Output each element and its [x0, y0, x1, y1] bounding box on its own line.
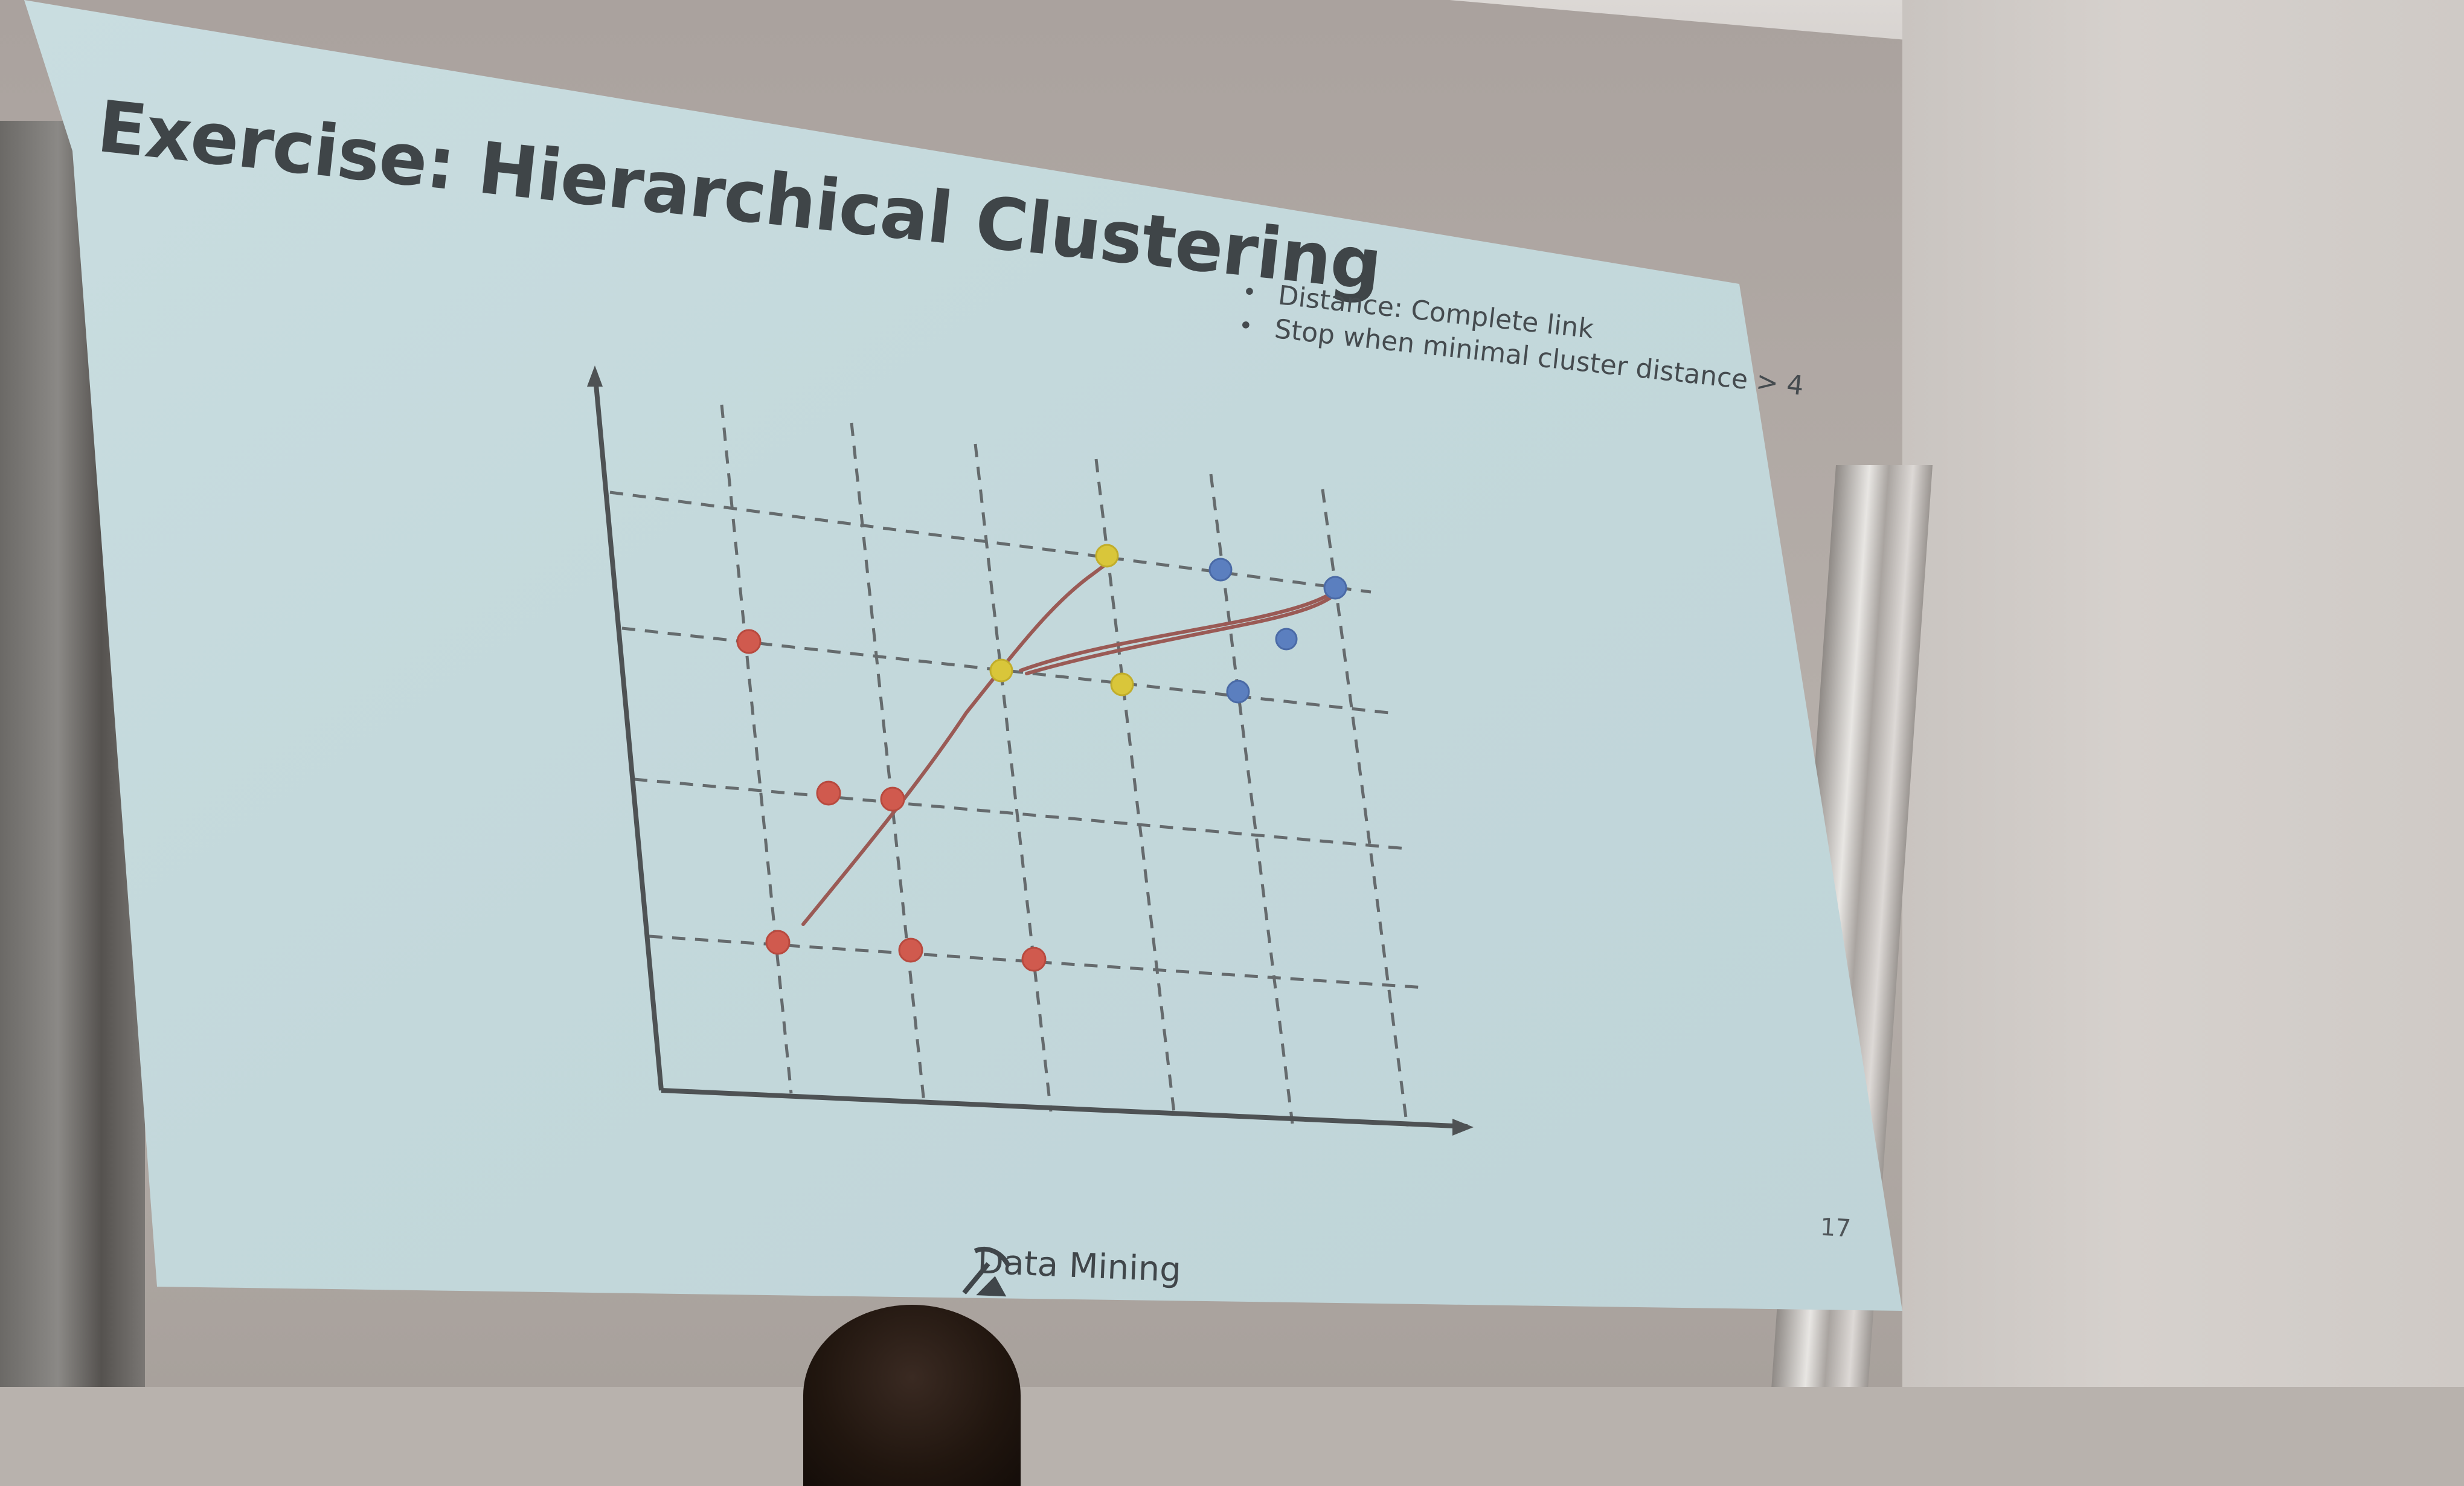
- slide-footer: Data Mining: [958, 1241, 1182, 1297]
- photo-scene: Exercise: Hierarchical Clustering Distan…: [0, 0, 2464, 1387]
- red-point: [898, 938, 923, 963]
- red-point: [1021, 947, 1047, 972]
- grid-v-1: [720, 404, 793, 1094]
- red-points: [736, 629, 1047, 972]
- blue-points: [1208, 558, 1347, 704]
- audience-head: [803, 1305, 1021, 1486]
- yellow-point: [989, 658, 1013, 683]
- projected-slide: Exercise: Hierarchical Clustering Distan…: [0, 0, 2464, 1387]
- annotation-stroke-3: [1025, 590, 1339, 675]
- red-point: [736, 629, 762, 654]
- y-axis-arrow: [587, 365, 603, 387]
- annotation-stroke-2: [1019, 587, 1339, 672]
- blue-point: [1275, 628, 1298, 651]
- grid-h-1: [609, 491, 1372, 594]
- grid-h-3: [634, 777, 1408, 851]
- page-number: 17: [1819, 1213, 1852, 1243]
- pickaxe-icon: [962, 1246, 1011, 1297]
- blue-point: [1208, 558, 1233, 582]
- grid-v-3: [974, 443, 1053, 1112]
- annotation-stroke-1: [801, 563, 1107, 926]
- yellow-point: [1095, 544, 1119, 568]
- red-point: [765, 930, 791, 955]
- grid-v-6: [1321, 489, 1409, 1127]
- wall-right: [1902, 0, 2464, 1387]
- blue-point: [1323, 576, 1347, 600]
- hand-annotation: [801, 563, 1339, 926]
- x-axis-arrow: [1452, 1119, 1474, 1136]
- yellow-point: [1110, 672, 1134, 696]
- grid-h-2: [621, 626, 1390, 715]
- plot-axes: [587, 365, 1474, 1136]
- yellow-points: [989, 544, 1134, 696]
- y-axis: [592, 371, 664, 1091]
- grid-v-4: [1094, 458, 1176, 1118]
- grid-v-5: [1209, 474, 1294, 1124]
- blue-point: [1226, 680, 1250, 704]
- plot-grid: [609, 404, 1426, 1127]
- x-axis: [661, 1088, 1468, 1129]
- red-point: [880, 786, 905, 812]
- red-point: [816, 780, 841, 806]
- grid-h-4: [649, 934, 1426, 989]
